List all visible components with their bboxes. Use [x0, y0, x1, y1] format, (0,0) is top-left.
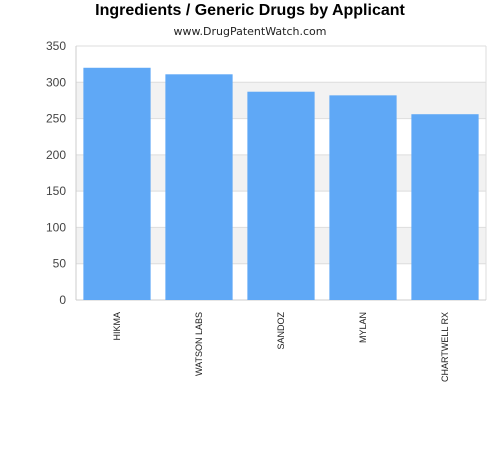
- y-tick-label: 50: [53, 257, 67, 271]
- y-tick-label: 100: [46, 220, 66, 234]
- x-category-label: MYLAN: [358, 312, 368, 343]
- y-tick-label: 250: [46, 112, 66, 126]
- x-category-label: HIKMA: [112, 312, 122, 341]
- bar-layer: [83, 67, 479, 301]
- bar: [247, 91, 315, 300]
- bar: [411, 114, 479, 301]
- bar: [83, 67, 151, 301]
- bar: [165, 74, 233, 300]
- y-tick-label: 300: [46, 75, 66, 89]
- y-tick-label: 0: [59, 293, 66, 307]
- x-category-labels: HIKMA WATSON LABS SANDOZ MYLAN CHARTWELL RX: [112, 312, 450, 383]
- x-category-label: WATSON LABS: [194, 312, 204, 376]
- y-tick-label: 200: [46, 148, 66, 162]
- chart-subtitle: www.DrugPatentWatch.com: [173, 25, 327, 38]
- x-category-label: SANDOZ: [276, 312, 286, 350]
- bar: [329, 95, 397, 300]
- chart-title: Ingredients / Generic Drugs by Applicant: [95, 2, 405, 19]
- y-tick-labels: 0 50 100 150 200 250 300 350: [46, 39, 66, 307]
- y-tick-label: 150: [46, 184, 66, 198]
- x-category-label: CHARTWELL RX: [440, 312, 450, 382]
- y-tick-label: 350: [46, 39, 66, 53]
